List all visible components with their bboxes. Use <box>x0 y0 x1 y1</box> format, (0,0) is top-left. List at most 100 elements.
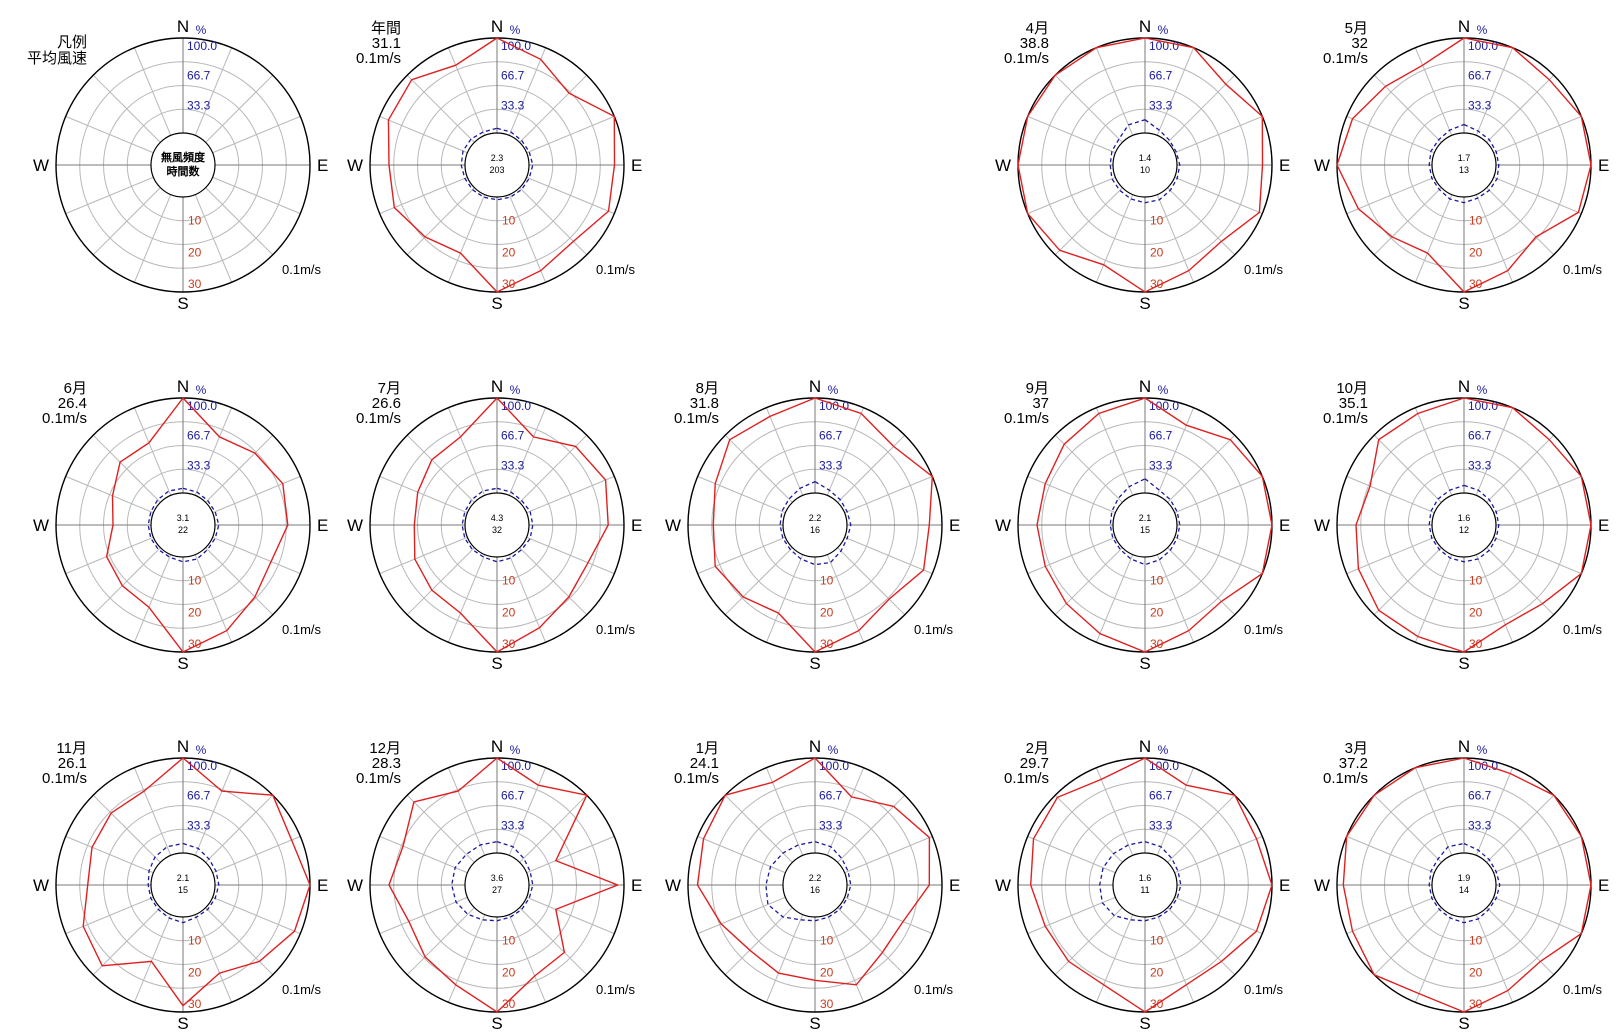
panel-period-label: 4月 <box>1026 20 1049 37</box>
grid-spoke <box>1156 914 1195 1003</box>
speed-tick-label: 20 <box>188 605 202 619</box>
percent-tick-label: 100.0 <box>819 759 849 773</box>
grid-spoke <box>1414 767 1453 856</box>
calm-hours-value: 11 <box>1140 885 1149 895</box>
speed-unit-label: 0.1m/s <box>282 982 322 997</box>
grid-spoke <box>1027 475 1116 514</box>
grid-spoke <box>1493 896 1582 935</box>
calm-hours-value: 15 <box>1140 525 1150 535</box>
wind-rose-panel: NSEW%100.066.733.31020300.1m/s2.3203年間31… <box>347 17 642 313</box>
frequency-series-line <box>1428 484 1500 563</box>
grid-spoke <box>765 914 804 1003</box>
percent-tick-label: 33.3 <box>1149 458 1173 472</box>
speed-tick-label: 20 <box>502 965 516 979</box>
grid-spoke <box>1373 434 1442 503</box>
speed-tick-label: 20 <box>1469 605 1483 619</box>
percent-tick-label: 100.0 <box>1149 399 1179 413</box>
grid-spoke <box>406 547 475 616</box>
grid-spoke <box>837 907 906 976</box>
percent-tick-label: 66.7 <box>819 789 843 803</box>
calm-circle <box>1431 852 1497 918</box>
wind-rose-panel: NSEW%100.066.733.31020300.1m/s1.4104月38.… <box>995 17 1290 313</box>
panel-speed-unit: 0.1m/s <box>1323 50 1368 67</box>
grid-spoke <box>205 74 274 143</box>
grid-spoke <box>1174 896 1263 935</box>
percent-tick-label: 66.7 <box>187 69 211 83</box>
speed-series-line <box>696 757 931 986</box>
grid-spoke <box>697 536 786 575</box>
frequency-series-line <box>1099 840 1182 922</box>
panel-period-label: 6月 <box>64 380 87 397</box>
grid-spoke <box>1373 907 1442 976</box>
compass-east: E <box>631 516 642 535</box>
compass-west: W <box>995 876 1011 895</box>
speed-tick-label: 20 <box>188 245 202 259</box>
calm-frequency-value: 4.3 <box>491 513 504 523</box>
grid-spoke <box>1373 547 1442 616</box>
percent-tick-label: 33.3 <box>187 818 211 832</box>
grid-spoke <box>519 547 588 616</box>
compass-west: W <box>665 876 681 895</box>
grid-spoke <box>1156 47 1195 136</box>
grid-spoke <box>1054 794 1123 863</box>
frequency-series-line <box>451 840 534 922</box>
speed-tick-label: 30 <box>502 997 516 1011</box>
speed-series-line <box>1017 37 1264 293</box>
grid-spoke <box>1414 407 1453 496</box>
wind-rose-panel: NSEW%100.066.733.31020300.1m/s2.1159月370… <box>995 377 1290 673</box>
grid-spoke <box>1346 896 1435 935</box>
grid-spoke <box>447 767 486 856</box>
calm-circle <box>1112 492 1178 558</box>
speed-tick-label: 10 <box>188 214 202 228</box>
speed-unit-label: 0.1m/s <box>282 262 322 277</box>
calm-frequency-value: 1.6 <box>1458 513 1471 523</box>
wind-rose-panel: NSEW%100.066.733.31020300.1m/s2.2168月31.… <box>665 377 960 673</box>
compass-west: W <box>33 876 49 895</box>
speed-tick-label: 10 <box>1150 934 1164 948</box>
grid-spoke <box>205 907 274 976</box>
grid-spoke <box>379 896 468 935</box>
compass-east: E <box>1598 876 1609 895</box>
speed-series-line <box>387 37 616 293</box>
panel-speed-unit: 0.1m/s <box>1323 410 1368 427</box>
percent-unit-label: % <box>1477 23 1488 37</box>
grid-spoke <box>765 554 804 643</box>
series-group <box>1336 37 1592 293</box>
grid-spoke <box>1414 554 1453 643</box>
grid-spoke <box>212 835 301 874</box>
percent-tick-label: 100.0 <box>1149 39 1179 53</box>
grid-spoke <box>1414 914 1453 1003</box>
grid-spoke <box>92 74 161 143</box>
wind-rose-panel: NSEW%100.066.733.31020300.1m/s1.9143月37.… <box>1314 737 1609 1033</box>
compass-east: E <box>631 876 642 895</box>
compass-east: E <box>1279 156 1290 175</box>
series-group <box>696 757 931 986</box>
speed-tick-label: 20 <box>820 965 834 979</box>
grid-spoke <box>1475 194 1514 283</box>
legend-subtitle: 平均風速 <box>27 50 87 67</box>
speed-tick-label: 10 <box>820 574 834 588</box>
panel-period-label: 11月 <box>56 740 87 757</box>
speed-unit-label: 0.1m/s <box>1244 982 1284 997</box>
percent-tick-label: 33.3 <box>187 458 211 472</box>
percent-tick-label: 66.7 <box>1149 69 1173 83</box>
grid-spoke <box>65 536 154 575</box>
compass-west: W <box>665 516 681 535</box>
grid-spoke <box>379 536 468 575</box>
grid-spoke <box>1475 407 1514 496</box>
panel-speed-unit: 0.1m/s <box>674 410 719 427</box>
compass-south: S <box>1458 1014 1469 1033</box>
percent-tick-label: 66.7 <box>1468 429 1492 443</box>
grid-spoke <box>1373 187 1442 256</box>
speed-tick-label: 30 <box>188 997 202 1011</box>
speed-tick-label: 20 <box>188 965 202 979</box>
speed-unit-label: 0.1m/s <box>596 262 636 277</box>
compass-west: W <box>1314 516 1330 535</box>
compass-south: S <box>1139 654 1150 673</box>
calm-circle <box>1112 132 1178 198</box>
speed-series-line <box>712 397 934 653</box>
grid-spoke <box>133 194 172 283</box>
grid-spoke <box>1027 896 1116 935</box>
